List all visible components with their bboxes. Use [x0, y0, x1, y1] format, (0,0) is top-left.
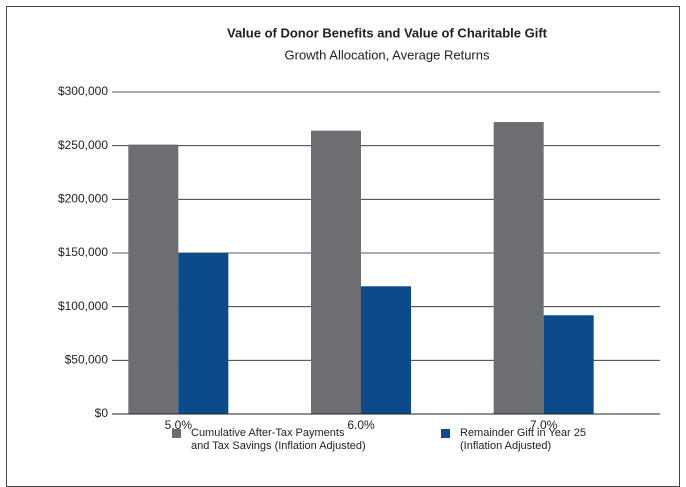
bar — [361, 286, 411, 414]
legend-swatch — [441, 429, 450, 438]
x-tick-label: 7.0% — [530, 418, 558, 432]
y-tick-label: $200,000 — [58, 192, 108, 206]
legend-label: Remainder Gift in Year 25 (Inflation Adj… — [460, 427, 586, 452]
chart-subtitle: Growth Allocation, Average Returns — [285, 47, 490, 62]
y-tick-label: $150,000 — [58, 245, 108, 259]
legend-swatch — [172, 429, 181, 438]
bar — [543, 315, 594, 414]
chart-title: Value of Donor Benefits and Value of Cha… — [227, 25, 548, 40]
y-tick-label: $0 — [95, 406, 109, 420]
y-tick-label: $50,000 — [65, 353, 109, 367]
x-tick-label: 5.0% — [165, 418, 193, 432]
y-tick-label: $300,000 — [58, 84, 108, 98]
x-tick-label: 6.0% — [347, 418, 375, 432]
y-tick-label: $250,000 — [58, 138, 108, 152]
bar — [493, 122, 544, 414]
legend-label: Cumulative After-Tax Payments and Tax Sa… — [191, 427, 366, 452]
bar — [311, 130, 361, 414]
bar — [178, 253, 229, 414]
bar — [128, 144, 179, 415]
y-tick-label: $100,000 — [58, 299, 108, 313]
